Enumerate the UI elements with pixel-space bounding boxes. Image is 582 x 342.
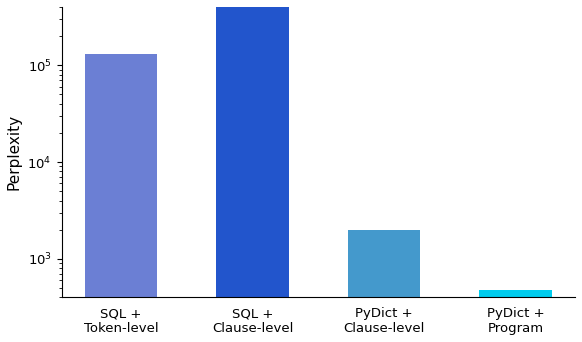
Bar: [85, 54, 157, 342]
Bar: [348, 230, 420, 342]
Bar: [217, 0, 289, 342]
Y-axis label: Perplexity: Perplexity: [7, 114, 22, 190]
Bar: [480, 290, 552, 342]
